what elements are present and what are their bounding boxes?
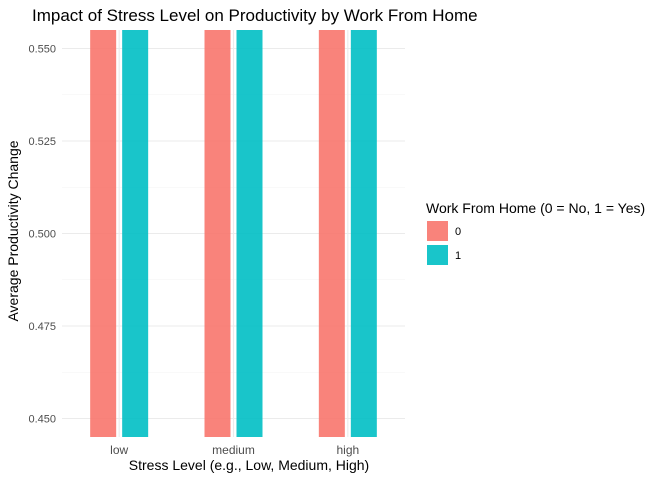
x-tick-label: low [110, 443, 128, 457]
chart-title: Impact of Stress Level on Productivity b… [32, 6, 478, 25]
bar-high-series-0 [318, 30, 345, 437]
y-axis-ticks: 0.450 0.475 0.500 0.525 0.550 [28, 44, 56, 426]
legend: Work From Home (0 = No, 1 = Yes) 0 1 [426, 200, 645, 265]
bar-medium-series-1 [236, 30, 263, 437]
x-axis-ticks: low medium high [110, 443, 359, 457]
legend-label: 1 [455, 250, 461, 262]
y-axis-title: Average Productivity Change [5, 140, 21, 321]
x-axis-title: Stress Level (e.g., Low, Medium, High) [129, 457, 369, 473]
legend-label: 0 [455, 226, 461, 238]
y-tick-label: 0.500 [28, 229, 56, 241]
legend-title: Work From Home (0 = No, 1 = Yes) [426, 200, 645, 216]
legend-key-0 [427, 221, 448, 241]
bar-high-series-1 [350, 30, 377, 437]
legend-key-1 [427, 245, 448, 265]
bar-low-series-1 [122, 30, 149, 437]
bars [90, 30, 377, 437]
bar-medium-series-0 [204, 30, 231, 437]
y-tick-label: 0.550 [28, 44, 56, 56]
y-tick-label: 0.475 [28, 321, 56, 333]
bar-low-series-0 [90, 30, 117, 437]
x-tick-label: medium [212, 443, 255, 457]
y-tick-label: 0.525 [28, 136, 56, 148]
y-tick-label: 0.450 [28, 414, 56, 426]
x-tick-label: high [336, 443, 359, 457]
grid-lines [62, 30, 405, 437]
